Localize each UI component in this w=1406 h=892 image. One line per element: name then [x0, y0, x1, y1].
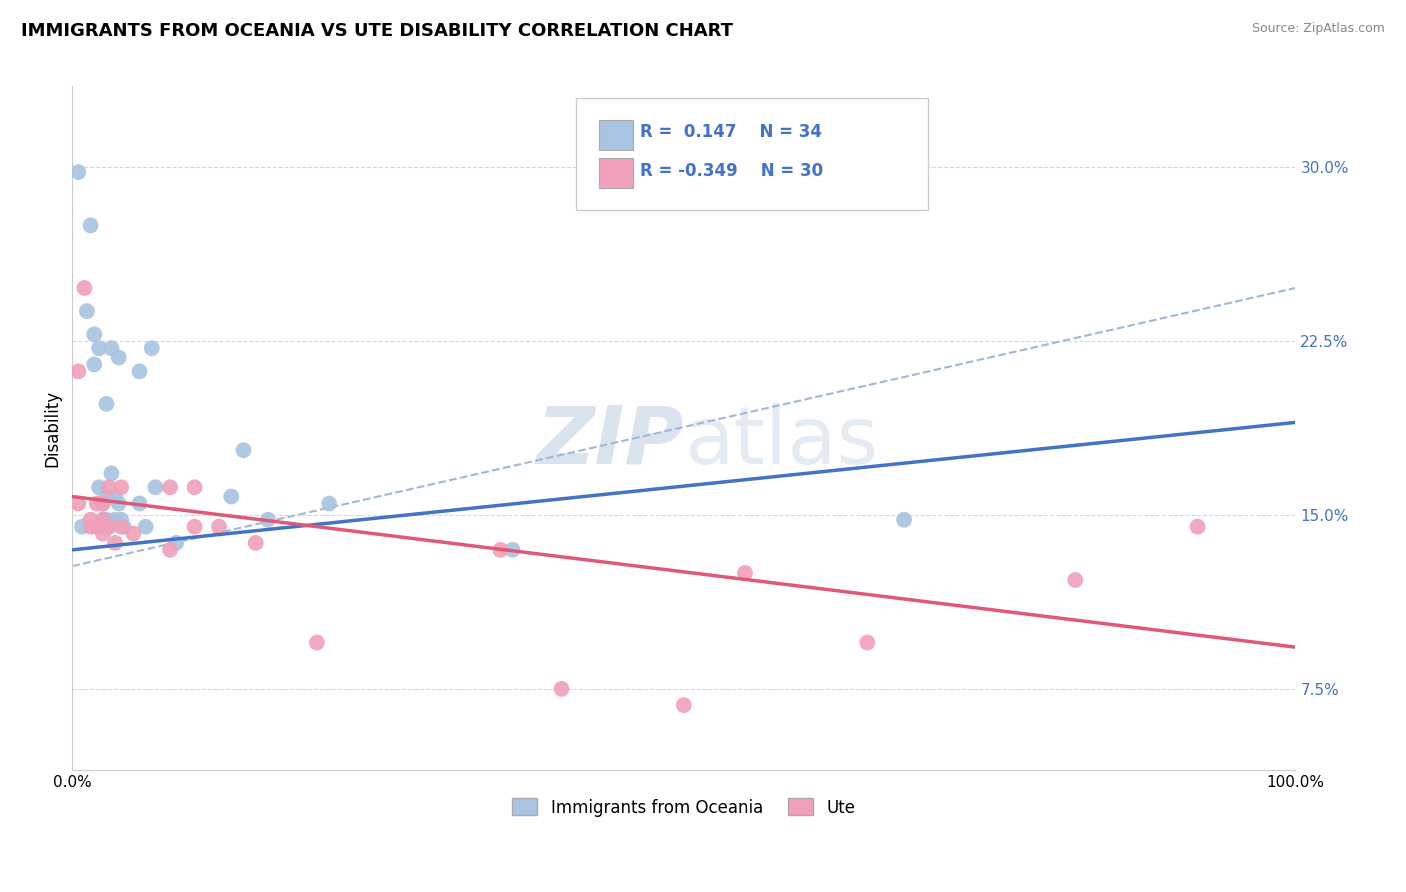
- Text: R =  0.147    N = 34: R = 0.147 N = 34: [640, 123, 821, 141]
- Point: [232, 443, 254, 458]
- Point: [104, 513, 127, 527]
- Legend: Immigrants from Oceania, Ute: Immigrants from Oceania, Ute: [506, 792, 862, 823]
- Point: [110, 519, 132, 533]
- Point: [83, 327, 105, 342]
- Point: [502, 542, 524, 557]
- Point: [91, 513, 114, 527]
- Point: [110, 513, 132, 527]
- Point: [128, 364, 150, 378]
- Point: [89, 480, 111, 494]
- Point: [96, 490, 118, 504]
- Point: [1187, 519, 1209, 533]
- Point: [165, 536, 187, 550]
- Point: [89, 341, 111, 355]
- Point: [122, 526, 145, 541]
- Point: [91, 526, 114, 541]
- Point: [86, 496, 108, 510]
- Text: R = -0.349    N = 30: R = -0.349 N = 30: [640, 162, 823, 180]
- Point: [104, 490, 127, 504]
- Point: [83, 358, 105, 372]
- Point: [183, 519, 205, 533]
- Point: [141, 341, 163, 355]
- Point: [96, 397, 118, 411]
- Point: [91, 496, 114, 510]
- Text: ZIP: ZIP: [537, 403, 683, 481]
- Text: Source: ZipAtlas.com: Source: ZipAtlas.com: [1251, 22, 1385, 36]
- Point: [1064, 573, 1087, 587]
- Point: [159, 542, 181, 557]
- Point: [79, 219, 101, 233]
- Point: [550, 681, 572, 696]
- Point: [672, 698, 695, 712]
- Point: [100, 341, 122, 355]
- Point: [159, 480, 181, 494]
- Point: [245, 536, 267, 550]
- Y-axis label: Disability: Disability: [44, 390, 60, 467]
- Point: [145, 480, 167, 494]
- Point: [97, 519, 120, 533]
- Point: [257, 513, 280, 527]
- Text: IMMIGRANTS FROM OCEANIA VS UTE DISABILITY CORRELATION CHART: IMMIGRANTS FROM OCEANIA VS UTE DISABILIT…: [21, 22, 733, 40]
- Point: [104, 536, 127, 550]
- Point: [67, 364, 90, 378]
- Point: [91, 496, 114, 510]
- Point: [97, 519, 120, 533]
- Point: [318, 496, 340, 510]
- Point: [110, 480, 132, 494]
- Point: [86, 519, 108, 533]
- Point: [76, 304, 98, 318]
- Point: [128, 496, 150, 510]
- Text: atlas: atlas: [683, 403, 879, 481]
- Point: [107, 351, 129, 365]
- Point: [100, 467, 122, 481]
- Point: [489, 542, 512, 557]
- Point: [96, 513, 118, 527]
- Point: [305, 635, 328, 649]
- Point: [893, 513, 915, 527]
- Point: [67, 165, 90, 179]
- Point: [219, 490, 242, 504]
- Point: [70, 519, 93, 533]
- Point: [856, 635, 879, 649]
- Point: [734, 566, 756, 580]
- Point: [107, 496, 129, 510]
- Point: [73, 281, 96, 295]
- Point: [183, 480, 205, 494]
- Point: [79, 513, 101, 527]
- Point: [91, 513, 114, 527]
- Point: [67, 496, 90, 510]
- Point: [112, 519, 135, 533]
- Point: [97, 480, 120, 494]
- Point: [135, 519, 157, 533]
- Point: [208, 519, 231, 533]
- Point: [79, 519, 101, 533]
